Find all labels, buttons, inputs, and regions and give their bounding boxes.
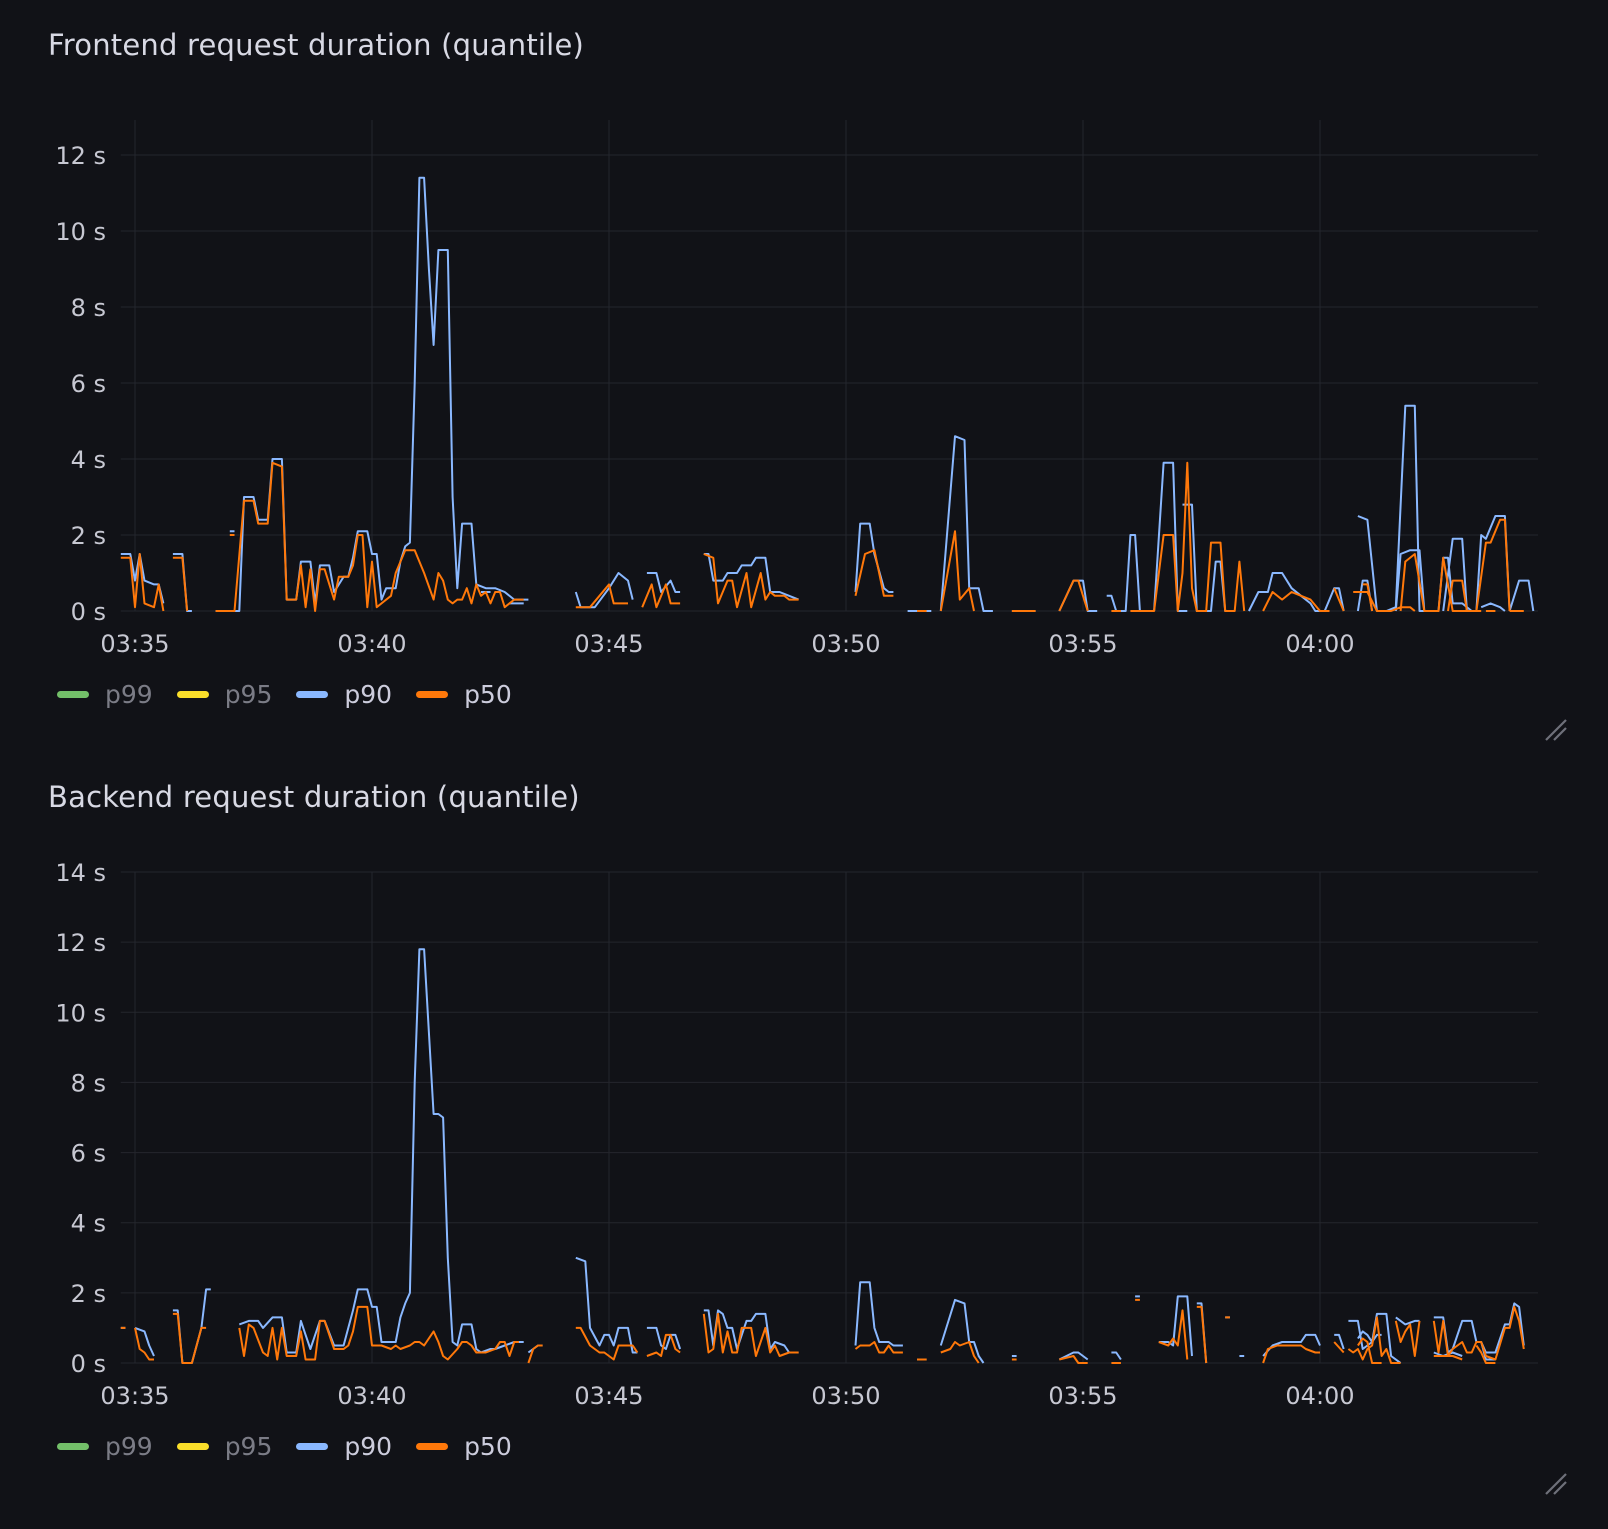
x-tick-label: 03:45	[574, 630, 643, 658]
y-tick-label: 0 s	[71, 1350, 106, 1378]
panel-title: Frontend request duration (quantile)	[48, 28, 584, 62]
series-p50-line	[120, 461, 1524, 612]
y-tick-label: 0 s	[71, 598, 106, 626]
legend-swatch-p50	[416, 1443, 449, 1450]
legend-item-p50[interactable]: p50	[416, 1432, 512, 1461]
x-tick-label: 03:50	[811, 630, 880, 658]
x-tick-label: 04:00	[1285, 630, 1354, 658]
legend-item-p99[interactable]: p99	[57, 1432, 153, 1461]
series-p90-line	[120, 948, 1525, 1364]
legend: p99 p95 p90 p50	[57, 1432, 536, 1461]
x-tick-label: 04:00	[1285, 1382, 1354, 1410]
legend-label: p95	[224, 680, 273, 709]
legend-label: p99	[105, 1432, 153, 1461]
x-tick-label: 03:50	[811, 1382, 880, 1410]
legend-item-p99[interactable]: p99	[57, 680, 153, 709]
legend-label: p50	[464, 1432, 512, 1461]
x-tick-label: 03:55	[1048, 630, 1117, 658]
legend-swatch-p50	[416, 691, 449, 698]
x-tick-label: 03:45	[574, 1382, 643, 1410]
panel-title: Backend request duration (quantile)	[48, 780, 580, 814]
legend-label: p50	[464, 680, 512, 709]
y-tick-label: 4 s	[71, 446, 106, 474]
x-tick-label: 03:35	[100, 630, 169, 658]
legend-swatch-p99	[57, 691, 89, 698]
legend-swatch-p95	[176, 691, 209, 698]
y-tick-label: 2 s	[71, 1280, 106, 1308]
legend-label: p95	[224, 1432, 273, 1461]
y-tick-label: 6 s	[71, 370, 106, 398]
resize-handle-icon[interactable]	[1544, 718, 1568, 742]
y-tick-label: 2 s	[71, 522, 106, 550]
legend-swatch-p90	[296, 691, 329, 698]
resize-handle-icon[interactable]	[1544, 1472, 1568, 1496]
y-tick-label: 10 s	[55, 999, 106, 1027]
grid	[120, 871, 1538, 1364]
panel-frontend-request-duration: Frontend request duration (quantile) 0 s…	[0, 0, 1608, 752]
legend-item-p95[interactable]: p95	[176, 1432, 273, 1461]
series-p50-line	[120, 1298, 1525, 1364]
x-tick-label: 03:40	[337, 1382, 406, 1410]
y-tick-label: 12 s	[55, 929, 106, 957]
legend-swatch-p95	[176, 1443, 209, 1450]
y-tick-label: 12 s	[55, 142, 106, 170]
series-p90-line	[120, 176, 1535, 612]
legend-swatch-p99	[57, 1443, 89, 1450]
legend-label: p90	[344, 680, 393, 709]
x-tick-label: 03:40	[337, 630, 406, 658]
y-tick-label: 8 s	[71, 1069, 106, 1097]
legend: p99 p95 p90 p50	[57, 680, 536, 709]
panel-backend-request-duration: Backend request duration (quantile) 0 s 2…	[0, 752, 1608, 1529]
frontend-chart[interactable]: 0 s 2 s 4 s 6 s 8 s 10 s 12 s 03:35 03:40 03:45 03…	[0, 0, 1608, 752]
legend-label: p99	[105, 680, 153, 709]
legend-item-p90[interactable]: p90	[296, 680, 392, 709]
y-tick-label: 14 s	[55, 859, 106, 887]
legend-item-p95[interactable]: p95	[176, 680, 273, 709]
y-tick-label: 8 s	[71, 294, 106, 322]
x-tick-label: 03:55	[1048, 1382, 1117, 1410]
x-tick-label: 03:35	[100, 1382, 169, 1410]
legend-swatch-p90	[296, 1443, 329, 1450]
y-tick-label: 6 s	[71, 1140, 106, 1168]
legend-item-p50[interactable]: p50	[416, 680, 512, 709]
y-tick-label: 4 s	[71, 1210, 106, 1238]
backend-chart[interactable]: 0 s 2 s 4 s 6 s 8 s 10 s 12 s 14 s 03:35 03:40 03:…	[0, 752, 1608, 1529]
grid	[120, 120, 1538, 612]
legend-label: p90	[344, 1432, 393, 1461]
legend-item-p90[interactable]: p90	[296, 1432, 392, 1461]
y-tick-label: 10 s	[55, 218, 106, 246]
